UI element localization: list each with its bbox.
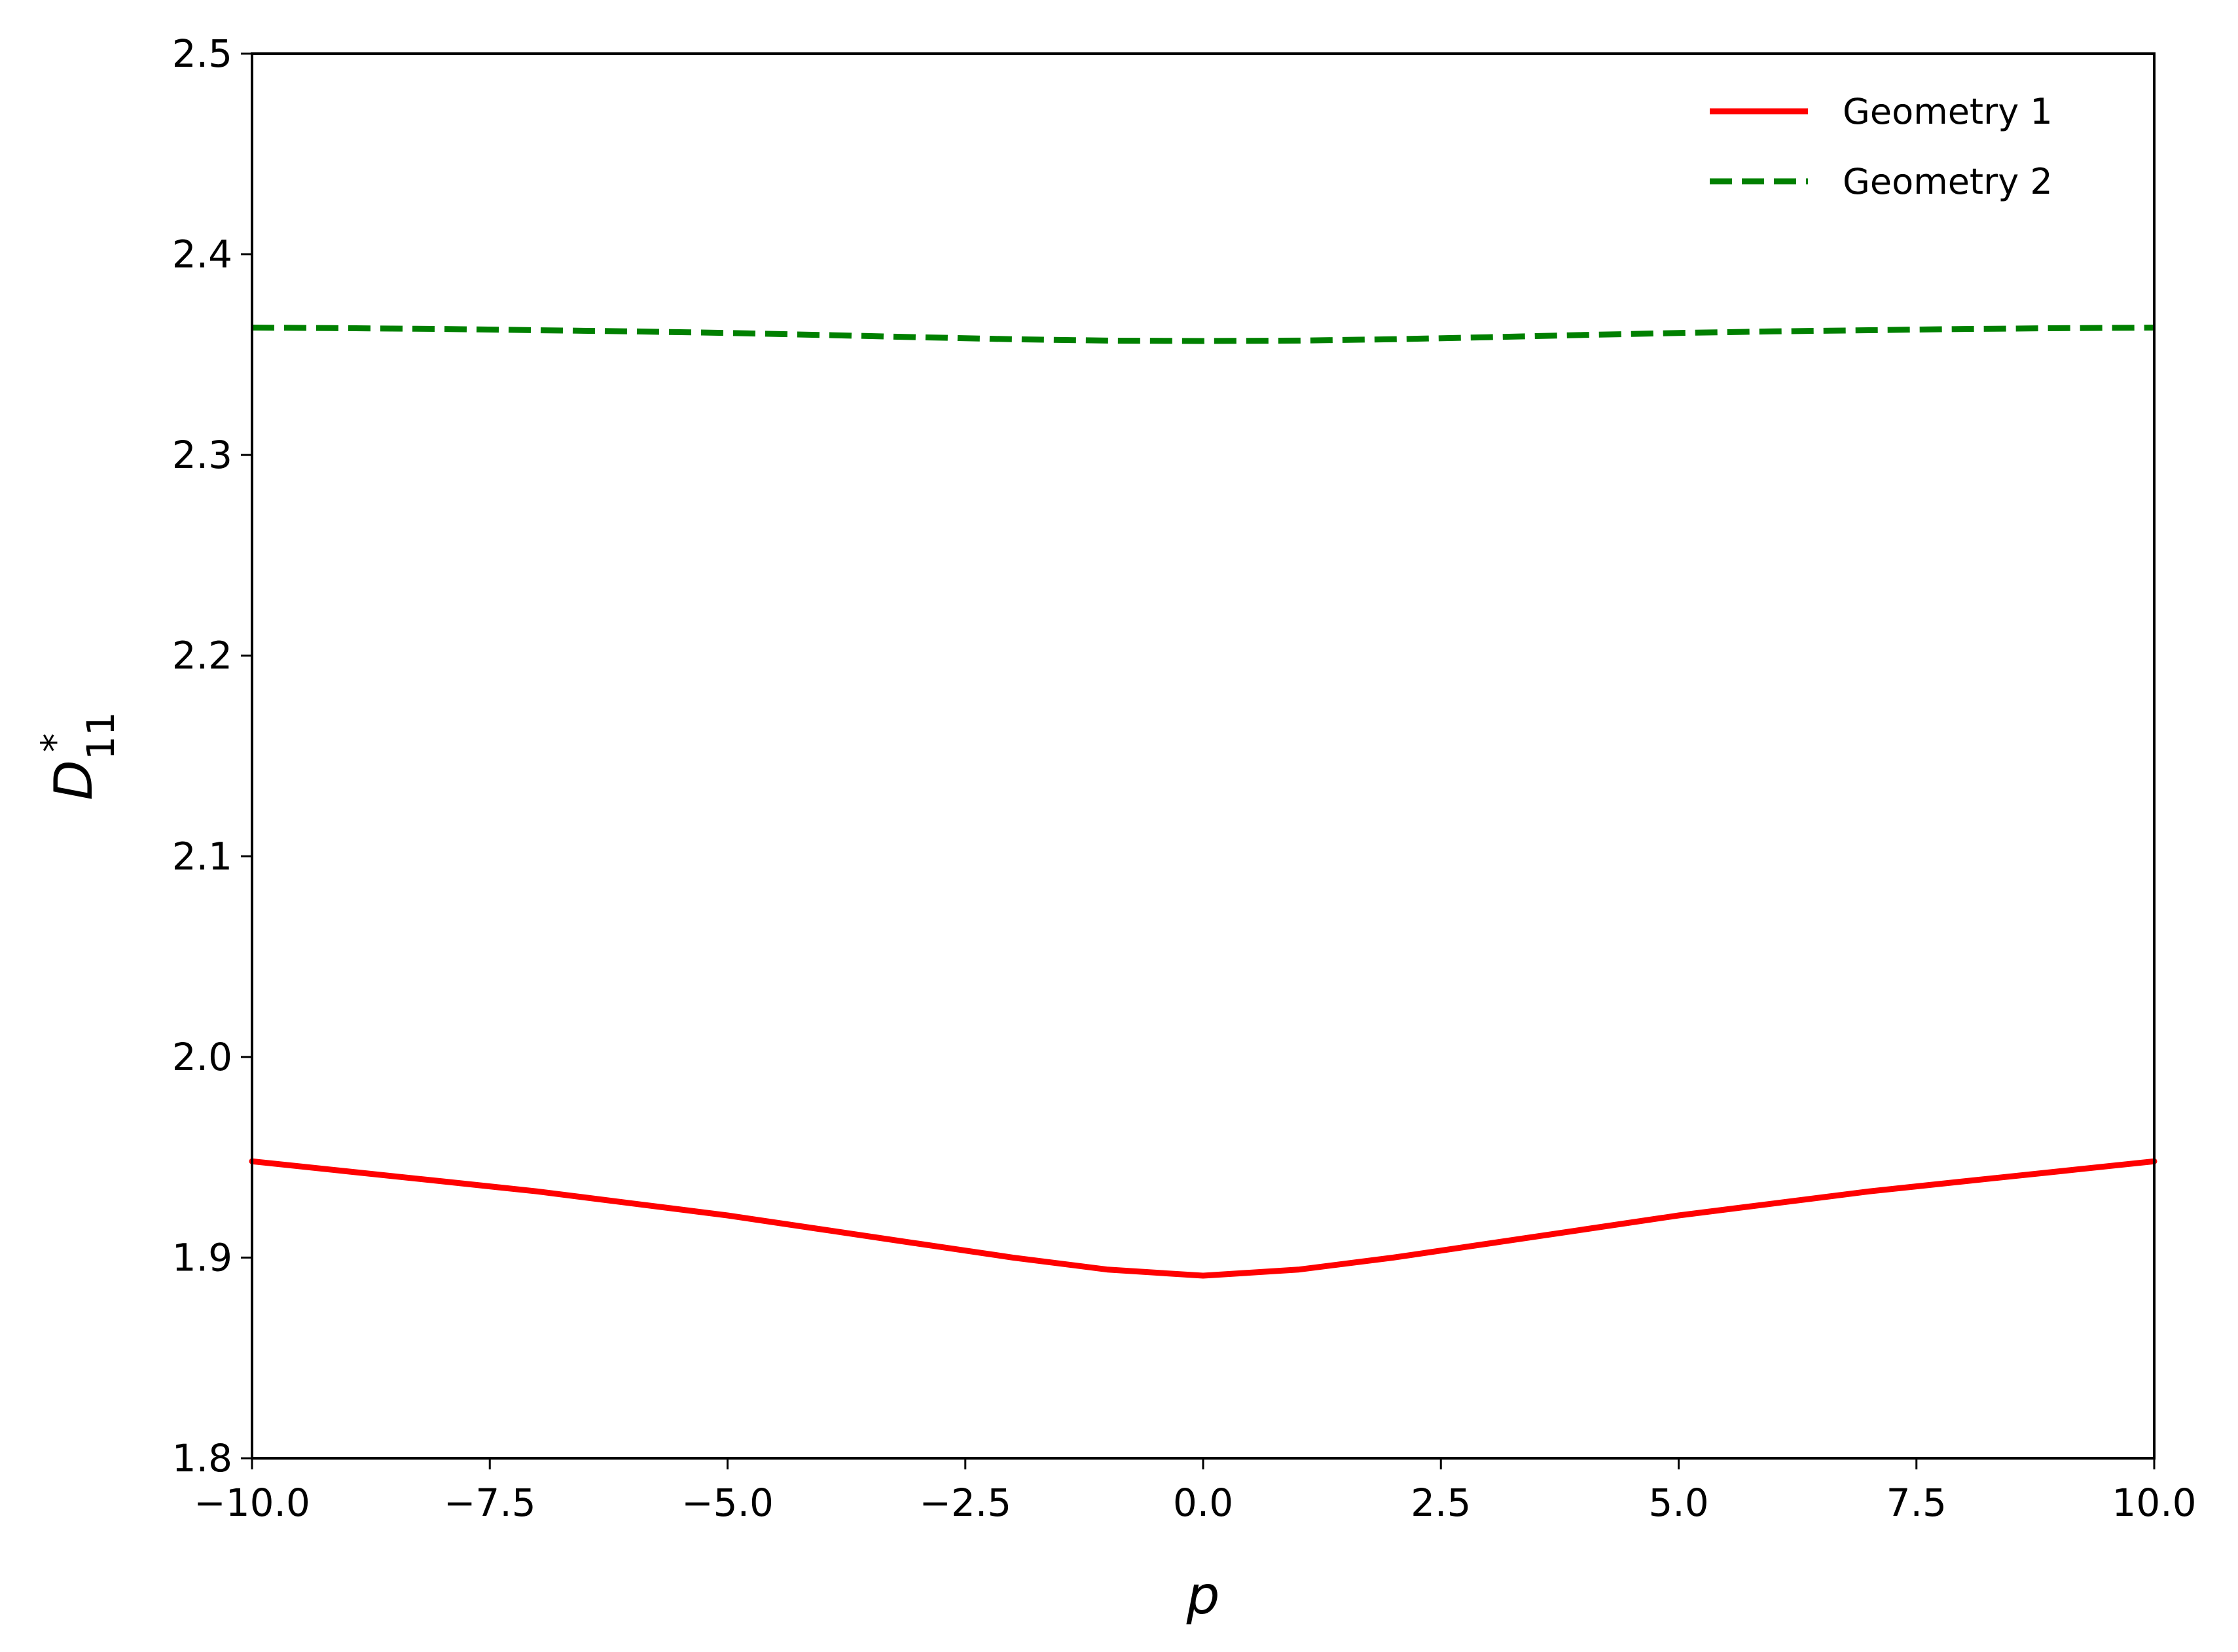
y-axis-label-base: D xyxy=(43,760,104,800)
series-line-1 xyxy=(249,1158,2157,1279)
x-tick-label: −7.5 xyxy=(444,1481,536,1525)
x-tick-label: 7.5 xyxy=(1886,1481,1947,1525)
x-tick-label: −5.0 xyxy=(681,1481,774,1525)
y-axis-label-subscript: 11 xyxy=(79,711,123,760)
y-tick-label: 2.4 xyxy=(172,232,232,277)
legend-label-2: Geometry 2 xyxy=(1843,161,2053,202)
x-tick-label: 10.0 xyxy=(2112,1481,2196,1525)
y-axis-ticks: 1.8 1.9 2.0 2.1 2.2 2.3 2.4 2.5 xyxy=(172,31,252,1481)
y-tick-label: 1.9 xyxy=(172,1235,232,1280)
x-tick-label: −2.5 xyxy=(919,1481,1011,1525)
y-tick-label: 2.0 xyxy=(172,1035,232,1079)
series-line-2 xyxy=(251,325,2155,344)
y-axis-label: D11* xyxy=(33,711,123,800)
x-tick-label: 2.5 xyxy=(1411,1481,1471,1525)
x-tick-label: 5.0 xyxy=(1648,1481,1708,1525)
y-tick-label: 2.3 xyxy=(172,433,232,477)
x-axis-label: p xyxy=(1186,1565,1220,1626)
legend: Geometry 1 Geometry 2 xyxy=(1710,91,2053,202)
series-layer xyxy=(249,325,2157,1279)
y-tick-label: 2.1 xyxy=(172,834,232,878)
x-axis-ticks: −10.0 −7.5 −5.0 −2.5 0.0 2.5 5.0 7.5 10.0 xyxy=(194,1458,2197,1525)
x-tick-label: 0.0 xyxy=(1173,1481,1233,1525)
y-tick-label: 1.8 xyxy=(172,1436,232,1481)
y-tick-label: 2.2 xyxy=(172,634,232,678)
y-axis-label-superscript: * xyxy=(33,733,77,752)
legend-label-1: Geometry 1 xyxy=(1843,91,2053,132)
y-tick-label: 2.5 xyxy=(172,31,232,76)
x-tick-label: −10.0 xyxy=(194,1481,310,1525)
